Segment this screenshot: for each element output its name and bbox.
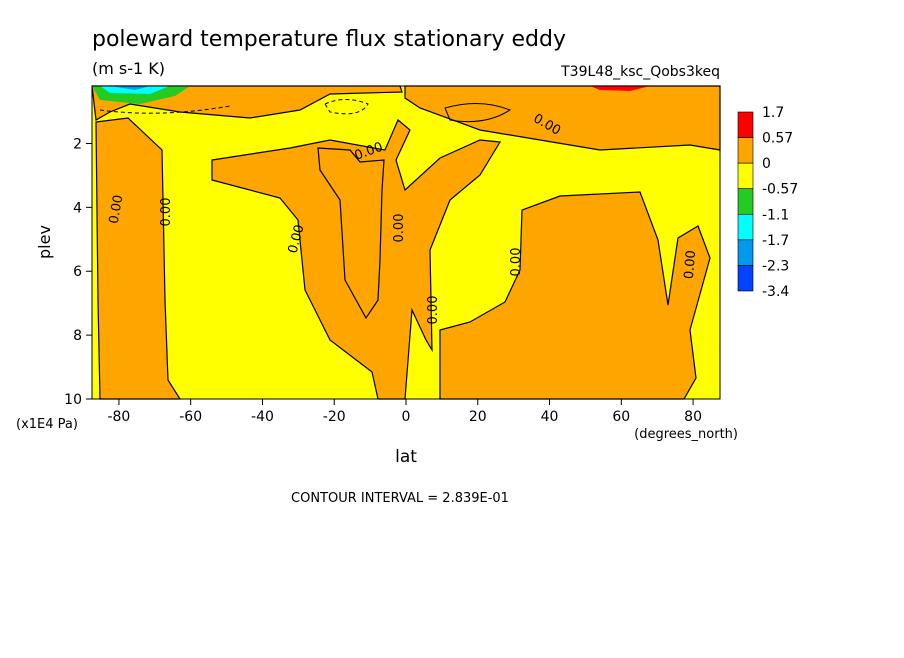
contour-field (91, 85, 721, 400)
colorbar-swatch (737, 213, 754, 241)
colorbar-label: -3.4 (762, 284, 789, 300)
x-axis-label: lat (395, 447, 417, 467)
contour-label: 0.00 (392, 214, 407, 243)
chart-title: poleward temperature flux stationary edd… (92, 27, 566, 52)
contour-line (444, 102, 512, 123)
x-tick-label: 80 (684, 409, 702, 425)
contour-label: 0.00 (426, 296, 441, 325)
y-units: (x1E4 Pa) (16, 417, 78, 432)
region (317, 147, 385, 320)
region (439, 191, 711, 400)
x-tick-label: -80 (107, 409, 130, 425)
colorbar-swatch (737, 188, 754, 215)
colorbar-label: 0.57 (762, 131, 793, 147)
contour-label: 0.00 (286, 223, 308, 255)
contour-label: 0.00 (682, 250, 699, 280)
x-tick-label: -20 (323, 409, 346, 425)
x-tick-label: -40 (251, 409, 274, 425)
region (95, 117, 182, 400)
dataset-label: T39L48_ksc_Qobs3keq (560, 64, 720, 80)
x-tick-label: -60 (179, 409, 202, 425)
x-units: (degrees_north) (634, 427, 738, 442)
contour-label: 0.00 (107, 194, 127, 225)
x-tick-label: 20 (469, 409, 487, 425)
y-tick-label: 2 (73, 136, 82, 152)
x-tick-label: 60 (612, 409, 630, 425)
y-tick-label: 10 (64, 392, 82, 408)
contour-line (99, 105, 231, 114)
x-tick-label: 0 (402, 409, 411, 425)
units: (m s-1 K) (92, 59, 165, 78)
y-tick-label: 4 (73, 200, 82, 216)
colorbar-swatch (737, 137, 754, 164)
x-tick-label: 40 (541, 409, 559, 425)
colorbar-label: 1.7 (762, 105, 784, 121)
contour-line (324, 99, 369, 115)
colorbar-swatch (737, 111, 754, 138)
contour-label: 0.00 (509, 248, 524, 277)
y-tick-label: 8 (73, 328, 82, 344)
contour-label: 0.00 (159, 198, 174, 227)
region (211, 119, 502, 400)
y-axis-label: plev (35, 225, 54, 259)
colorbar-label: 0 (762, 156, 771, 172)
colorbar-swatch (737, 162, 754, 190)
colorbar-swatch (737, 239, 754, 266)
colorbar-label: -1.7 (762, 233, 789, 249)
region (590, 86, 650, 91)
footnote: CONTOUR INTERVAL = 2.839E-01 (291, 491, 509, 506)
colorbar-swatch (737, 265, 754, 292)
colorbar-label: -0.57 (762, 182, 798, 198)
colorbar-label: -1.1 (762, 207, 789, 223)
colorbar-label: -2.3 (762, 258, 789, 274)
region (110, 86, 150, 90)
y-tick-label: 6 (73, 264, 82, 280)
